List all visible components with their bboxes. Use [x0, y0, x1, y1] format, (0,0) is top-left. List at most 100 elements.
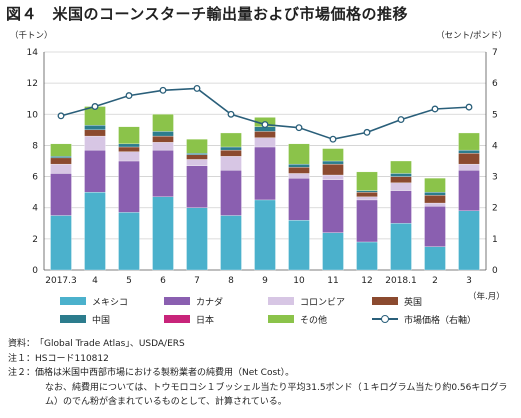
bar-segment-canada — [50, 173, 72, 216]
legend-item-japan: 日本 — [164, 313, 268, 326]
note-head — [8, 381, 45, 410]
bar-segment-other — [152, 114, 174, 132]
bar-segment-colombia — [186, 159, 208, 166]
left-axis-unit: （千トン） — [10, 31, 53, 41]
legend-swatch-colombia — [268, 297, 294, 305]
bar-segment-china — [118, 143, 140, 148]
legend-item-uk: 英国 — [372, 295, 476, 308]
note-body: なお、純費用については、トウモロコシ１ブッシェル当たり平均31.5ポンド（１キロ… — [45, 382, 508, 408]
bar-segment-other — [118, 126, 140, 145]
y-right-tick-label: 6 — [492, 79, 498, 89]
bar-segment-colombia — [118, 151, 140, 162]
legend-item-canada: カナダ — [164, 295, 268, 308]
bar-segment-uk — [322, 163, 344, 176]
bar-segment-uk — [356, 191, 378, 197]
y-right-tick-label: 7 — [492, 48, 498, 58]
bar-segment-mexico — [322, 232, 344, 271]
legend: メキシコ カナダ コロンビア 英国 中国 日本 その他 市場価格（ — [60, 292, 480, 328]
legend-swatch-mexico — [60, 297, 86, 305]
legend-row: 中国 日本 その他 市場価格（右軸） — [60, 310, 480, 328]
x-tick-label: 10 — [293, 276, 305, 286]
y-left-tick-label: 2 — [32, 235, 38, 245]
legend-item-colombia: コロンビア — [268, 295, 372, 308]
bar-segment-uk — [458, 153, 480, 165]
y-right-tick-label: 0 — [492, 266, 498, 276]
x-tick-label: 5 — [126, 276, 132, 286]
y-left-tick-label: 10 — [27, 110, 39, 120]
bar-segment-uk — [424, 195, 446, 204]
bar-segment-mexico — [288, 220, 310, 271]
note-source: 資料： 「Global Trade Atlas」、USDA/ERS — [8, 337, 518, 352]
bar-segment-colombia — [458, 163, 480, 171]
y-right-tick-label: 3 — [492, 173, 498, 183]
bar-segment-colombia — [288, 173, 310, 179]
bar-segment-china — [424, 191, 446, 196]
bar-segment-colombia — [390, 182, 412, 191]
legend-swatch-china — [60, 315, 86, 323]
price-point — [125, 92, 133, 100]
bar-segment-uk — [50, 157, 72, 165]
price-point — [261, 121, 269, 129]
chart-title: 図４ 米国のコーンスターチ輸出量および市場価格の推移 — [6, 5, 408, 23]
price-point — [431, 105, 439, 113]
y-left-tick-label: 8 — [32, 141, 38, 151]
bar-segment-mexico — [254, 199, 276, 271]
bar-segment-colombia — [152, 142, 174, 151]
bar-segment-uk — [254, 131, 276, 138]
bar-segment-uk — [152, 135, 174, 143]
y-left-tick-label: 12 — [27, 79, 38, 89]
legend-label-other: その他 — [300, 315, 328, 326]
bar-segment-mexico — [220, 215, 242, 271]
legend-label-uk: 英国 — [404, 297, 423, 308]
price-point — [465, 103, 473, 111]
legend-row: メキシコ カナダ コロンビア 英国 — [60, 292, 480, 310]
bar-segment-mexico — [50, 215, 72, 271]
legend-label-japan: 日本 — [196, 315, 215, 326]
bar-segment-mexico — [390, 223, 412, 271]
bar-segment-china — [50, 156, 72, 159]
right-axis-unit: （セント/ポンド） — [436, 31, 507, 41]
bar-segment-canada — [356, 199, 378, 243]
bar-segment-china — [220, 146, 242, 151]
x-tick-label: 9 — [262, 276, 268, 286]
bar-segment-china — [152, 131, 174, 137]
y-left-tick-label: 4 — [32, 204, 38, 214]
bar-segment-colombia — [220, 156, 242, 171]
bar-segment-mexico — [424, 246, 446, 271]
price-point — [57, 112, 65, 120]
y-left-tick-label: 0 — [32, 266, 38, 276]
price-point — [159, 86, 167, 94]
bar-segment-canada — [118, 160, 140, 213]
bar-segment-mexico — [118, 212, 140, 271]
legend-label-colombia: コロンビア — [300, 297, 346, 308]
y-right-tick-label: 5 — [492, 110, 498, 120]
bar-segment-colombia — [254, 137, 276, 148]
bar-segment-uk — [84, 129, 106, 137]
note-body: 価格は米国中西部市場における製粉業者の純費用（Net Cost）。 — [35, 368, 295, 378]
y-left-tick-label: 14 — [27, 48, 39, 58]
y-right-tick-label: 2 — [492, 204, 498, 214]
legend-item-mexico: メキシコ — [60, 295, 164, 308]
bar-segment-canada — [186, 165, 208, 208]
bar-segment-colombia — [424, 202, 446, 207]
legend-label-china: 中国 — [92, 315, 111, 326]
note-2-continued: なお、純費用については、トウモロコシ１ブッシェル当たり平均31.5ポンド（１キロ… — [8, 381, 518, 410]
legend-item-price: 市場価格（右軸） — [372, 313, 476, 326]
legend-swatch-other — [268, 315, 294, 323]
note-head: 注１： — [8, 353, 36, 364]
bar-segment-other — [220, 132, 242, 148]
bar-segment-uk — [220, 149, 242, 157]
bar-segment-colombia — [356, 196, 378, 201]
bar-segment-colombia — [50, 163, 72, 174]
bar-segment-uk — [118, 146, 140, 152]
bar-segment-other — [356, 171, 378, 191]
bar-segment-china — [458, 149, 480, 154]
legend-swatch-japan — [164, 315, 190, 323]
price-point — [329, 135, 337, 143]
bar-segment-china — [288, 163, 310, 168]
y-left-tick-label: 6 — [32, 173, 38, 183]
note-body: 「Global Trade Atlas」、USDA/ERS — [35, 339, 185, 349]
legend-swatch-uk — [372, 297, 398, 305]
x-tick-label: 7 — [194, 276, 200, 286]
